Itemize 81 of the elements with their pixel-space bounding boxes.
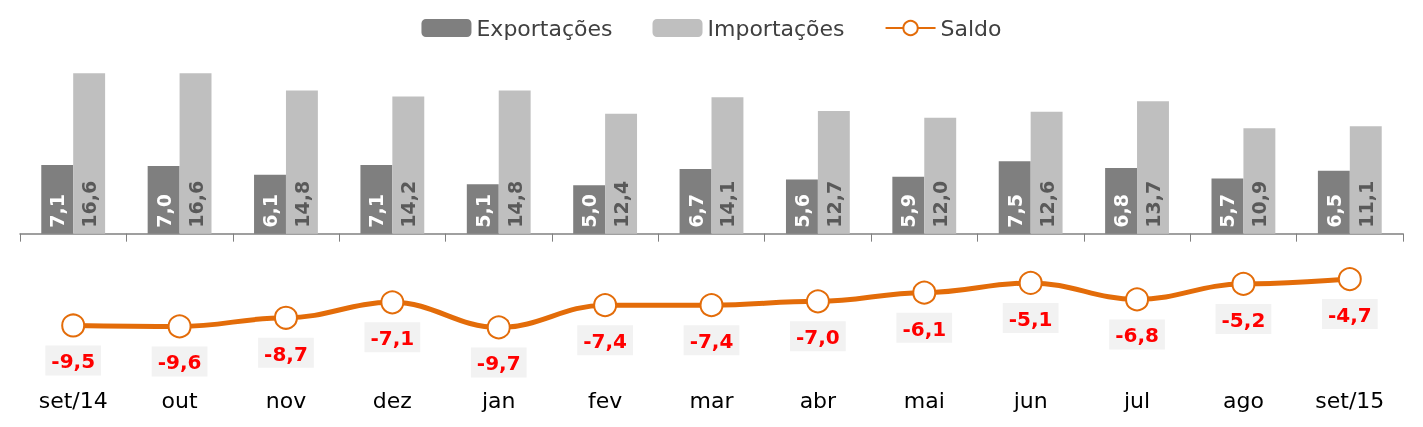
bar bbox=[1349, 126, 1382, 234]
bar bbox=[924, 117, 957, 234]
bar bbox=[817, 110, 850, 234]
data-label: 5,9 bbox=[897, 194, 920, 228]
point bbox=[1337, 267, 1362, 292]
bar bbox=[498, 90, 531, 234]
data-label: 6,1 bbox=[259, 194, 281, 228]
data-label: 14,1 bbox=[716, 180, 739, 228]
point bbox=[486, 315, 511, 340]
point bbox=[1125, 287, 1150, 312]
legend-label: Exportações bbox=[476, 15, 613, 41]
x-tick-label: out bbox=[161, 387, 198, 413]
data-label: -7,1 bbox=[370, 326, 415, 351]
point bbox=[273, 305, 298, 330]
x-tick-label: jan bbox=[480, 387, 516, 413]
data-label: 14,8 bbox=[290, 180, 313, 228]
x-tick-label: jun bbox=[1012, 387, 1048, 413]
bar bbox=[1030, 111, 1063, 234]
data-label: -7,4 bbox=[583, 329, 627, 354]
data-label: 7,1 bbox=[46, 194, 69, 228]
point bbox=[805, 289, 830, 314]
data-label: -5,2 bbox=[1221, 307, 1266, 332]
data-label: 14,8 bbox=[503, 180, 526, 228]
data-label: 13,7 bbox=[1142, 180, 1164, 228]
data-label: -8,7 bbox=[264, 341, 308, 366]
data-label: 12,6 bbox=[1035, 180, 1058, 228]
x-tick-label: fev bbox=[587, 387, 623, 413]
x-tick-label: dez bbox=[372, 387, 412, 413]
data-label: 12,4 bbox=[610, 180, 633, 228]
data-label: -7,0 bbox=[796, 325, 840, 350]
data-label: 6,5 bbox=[1322, 194, 1345, 228]
bar bbox=[1137, 101, 1169, 234]
point bbox=[167, 314, 192, 339]
data-label: 10,9 bbox=[1248, 180, 1271, 228]
bar bbox=[179, 73, 212, 234]
data-label: -5,1 bbox=[1008, 306, 1053, 331]
x-tick-label: jul bbox=[1122, 387, 1151, 413]
data-label: 14,2 bbox=[397, 180, 420, 228]
data-label: 7,1 bbox=[365, 194, 388, 228]
data-label: 7,0 bbox=[152, 194, 175, 228]
point bbox=[1018, 270, 1043, 295]
data-label: -7,4 bbox=[689, 329, 734, 354]
bar bbox=[605, 113, 638, 234]
data-label: -6,8 bbox=[1115, 323, 1159, 348]
data-label: 5,0 bbox=[578, 194, 601, 228]
data-label: 5,1 bbox=[471, 194, 494, 228]
legend-label: Importações bbox=[707, 15, 845, 41]
legend-label: Saldo bbox=[940, 15, 1002, 41]
point bbox=[912, 280, 937, 305]
x-tick-label: set/14 bbox=[38, 387, 108, 413]
data-label: 7,5 bbox=[1003, 194, 1026, 228]
bar bbox=[392, 96, 425, 234]
x-tick-label: set/15 bbox=[1315, 387, 1385, 413]
x-tick-label: mai bbox=[903, 387, 945, 413]
data-label: 16,6 bbox=[78, 180, 101, 228]
x-tick-label: abr bbox=[799, 387, 838, 413]
data-label: 12,7 bbox=[822, 180, 845, 228]
bar bbox=[711, 97, 744, 234]
bar bbox=[1243, 128, 1276, 234]
data-label: 6,8 bbox=[1110, 194, 1133, 228]
point bbox=[61, 313, 86, 338]
bar bbox=[285, 90, 318, 234]
data-label: -9,7 bbox=[476, 351, 521, 376]
x-tick-label: ago bbox=[1222, 387, 1264, 413]
data-label: -9,6 bbox=[157, 350, 202, 375]
data-label: 5,7 bbox=[1216, 194, 1239, 228]
data-label: 12,0 bbox=[929, 180, 952, 228]
point bbox=[1231, 271, 1256, 296]
data-label: -4,7 bbox=[1327, 303, 1372, 328]
data-label: 11,1 bbox=[1354, 180, 1377, 228]
bar bbox=[73, 73, 106, 234]
data-label: 6,7 bbox=[684, 194, 707, 228]
data-label: 16,6 bbox=[184, 180, 207, 228]
x-tick-label: mar bbox=[689, 387, 735, 413]
point bbox=[380, 290, 405, 315]
point bbox=[593, 293, 618, 318]
point bbox=[699, 293, 724, 318]
data-label: -6,1 bbox=[902, 316, 947, 341]
data-label: -9,5 bbox=[51, 349, 96, 374]
data-label: 5,6 bbox=[790, 194, 813, 228]
x-tick-label: nov bbox=[265, 387, 307, 413]
